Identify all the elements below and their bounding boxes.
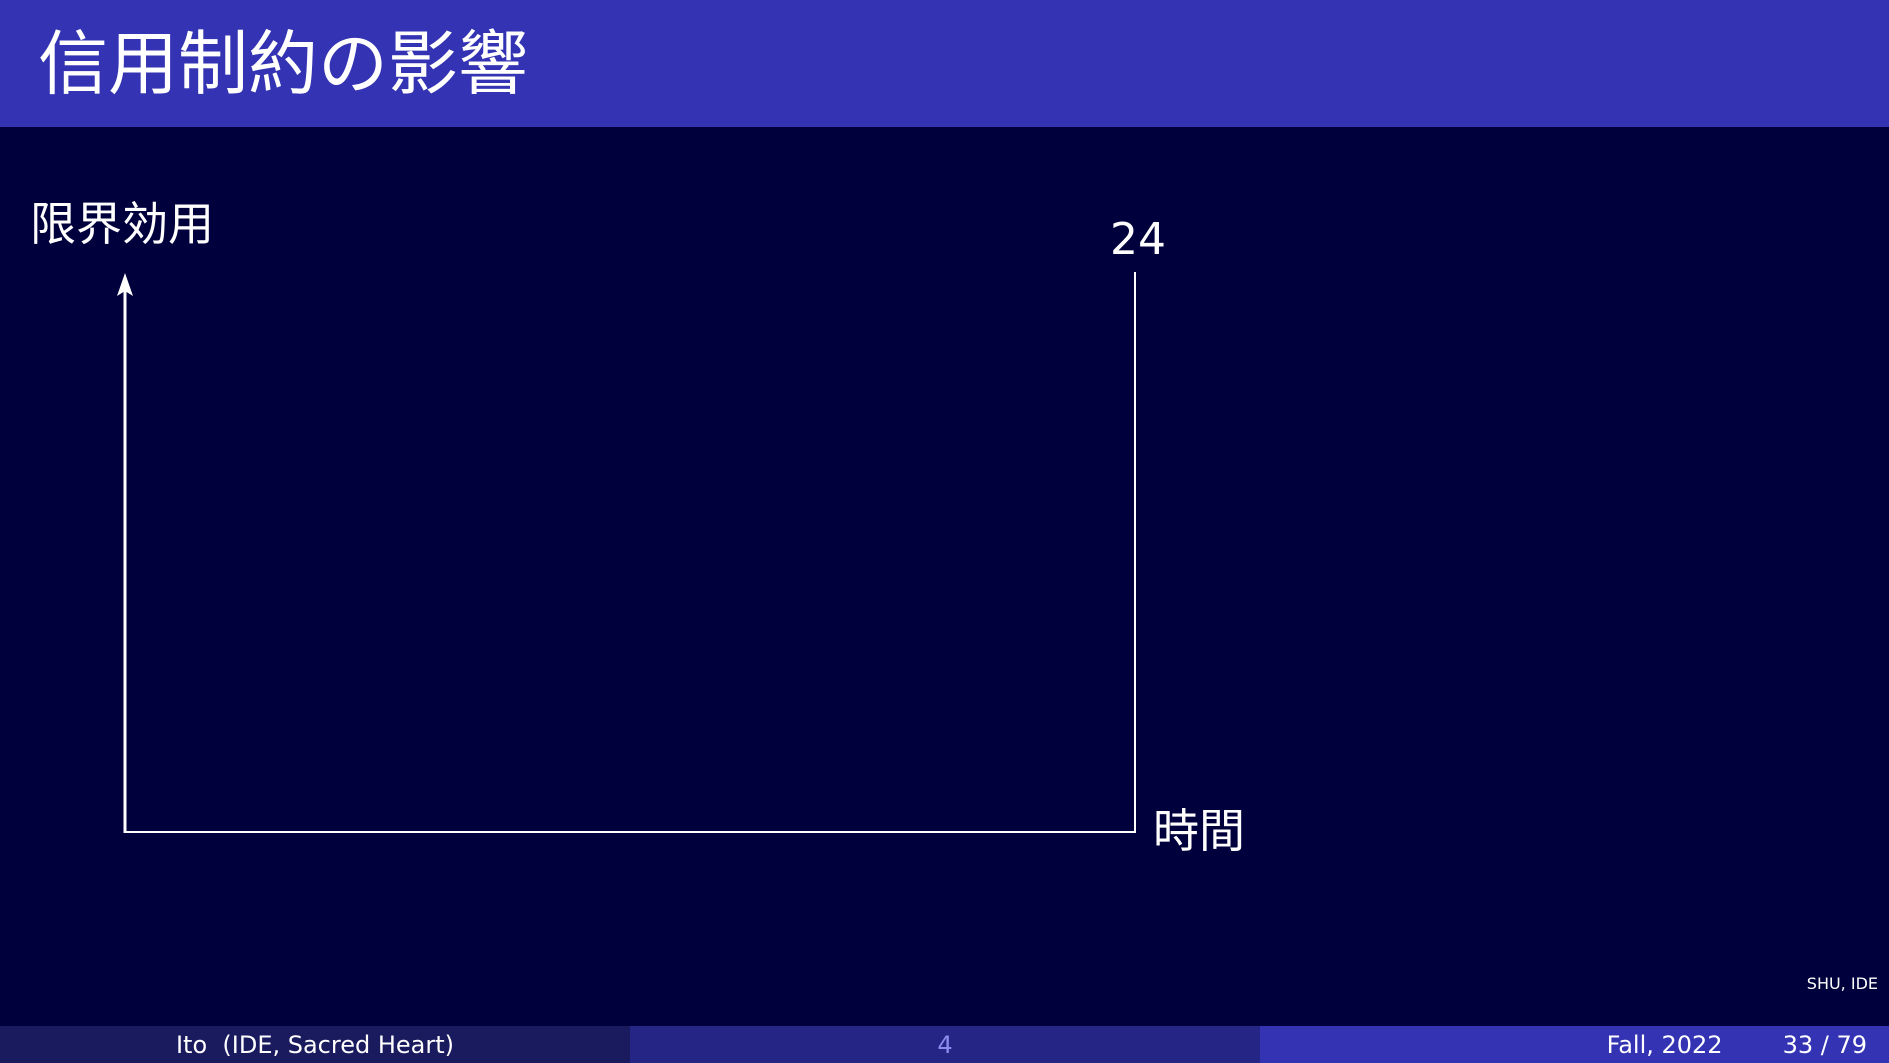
slide-header: 信用制約の影響 — [0, 0, 1889, 127]
footer-date: Fall, 2022 — [1606, 1030, 1723, 1059]
footer-section[interactable]: 4 — [937, 1030, 953, 1059]
footer-date-page-segment: Fall, 2022 33 / 79 — [1260, 1026, 1889, 1063]
slide-title: 信用制約の影響 — [38, 23, 528, 105]
y-axis-arrowhead — [117, 273, 133, 296]
footer-section-segment: 4 — [630, 1026, 1260, 1063]
footer-bar: Ito (IDE, Sacred Heart) 4 Fall, 2022 33 … — [0, 1026, 1889, 1063]
time-limit-label: 24 — [1110, 214, 1166, 265]
marginal-utility-diagram — [117, 272, 1136, 833]
footer-author: Ito (IDE, Sacred Heart) — [175, 1030, 455, 1059]
footer-author-segment: Ito (IDE, Sacred Heart) — [0, 1026, 630, 1063]
x-axis-label: 時間 — [1153, 804, 1245, 858]
footer-page-number: 33 / 79 — [1782, 1030, 1867, 1059]
y-axis-label: 限界効用 — [30, 197, 214, 251]
institution-tag: SHU, IDE — [1806, 974, 1878, 993]
